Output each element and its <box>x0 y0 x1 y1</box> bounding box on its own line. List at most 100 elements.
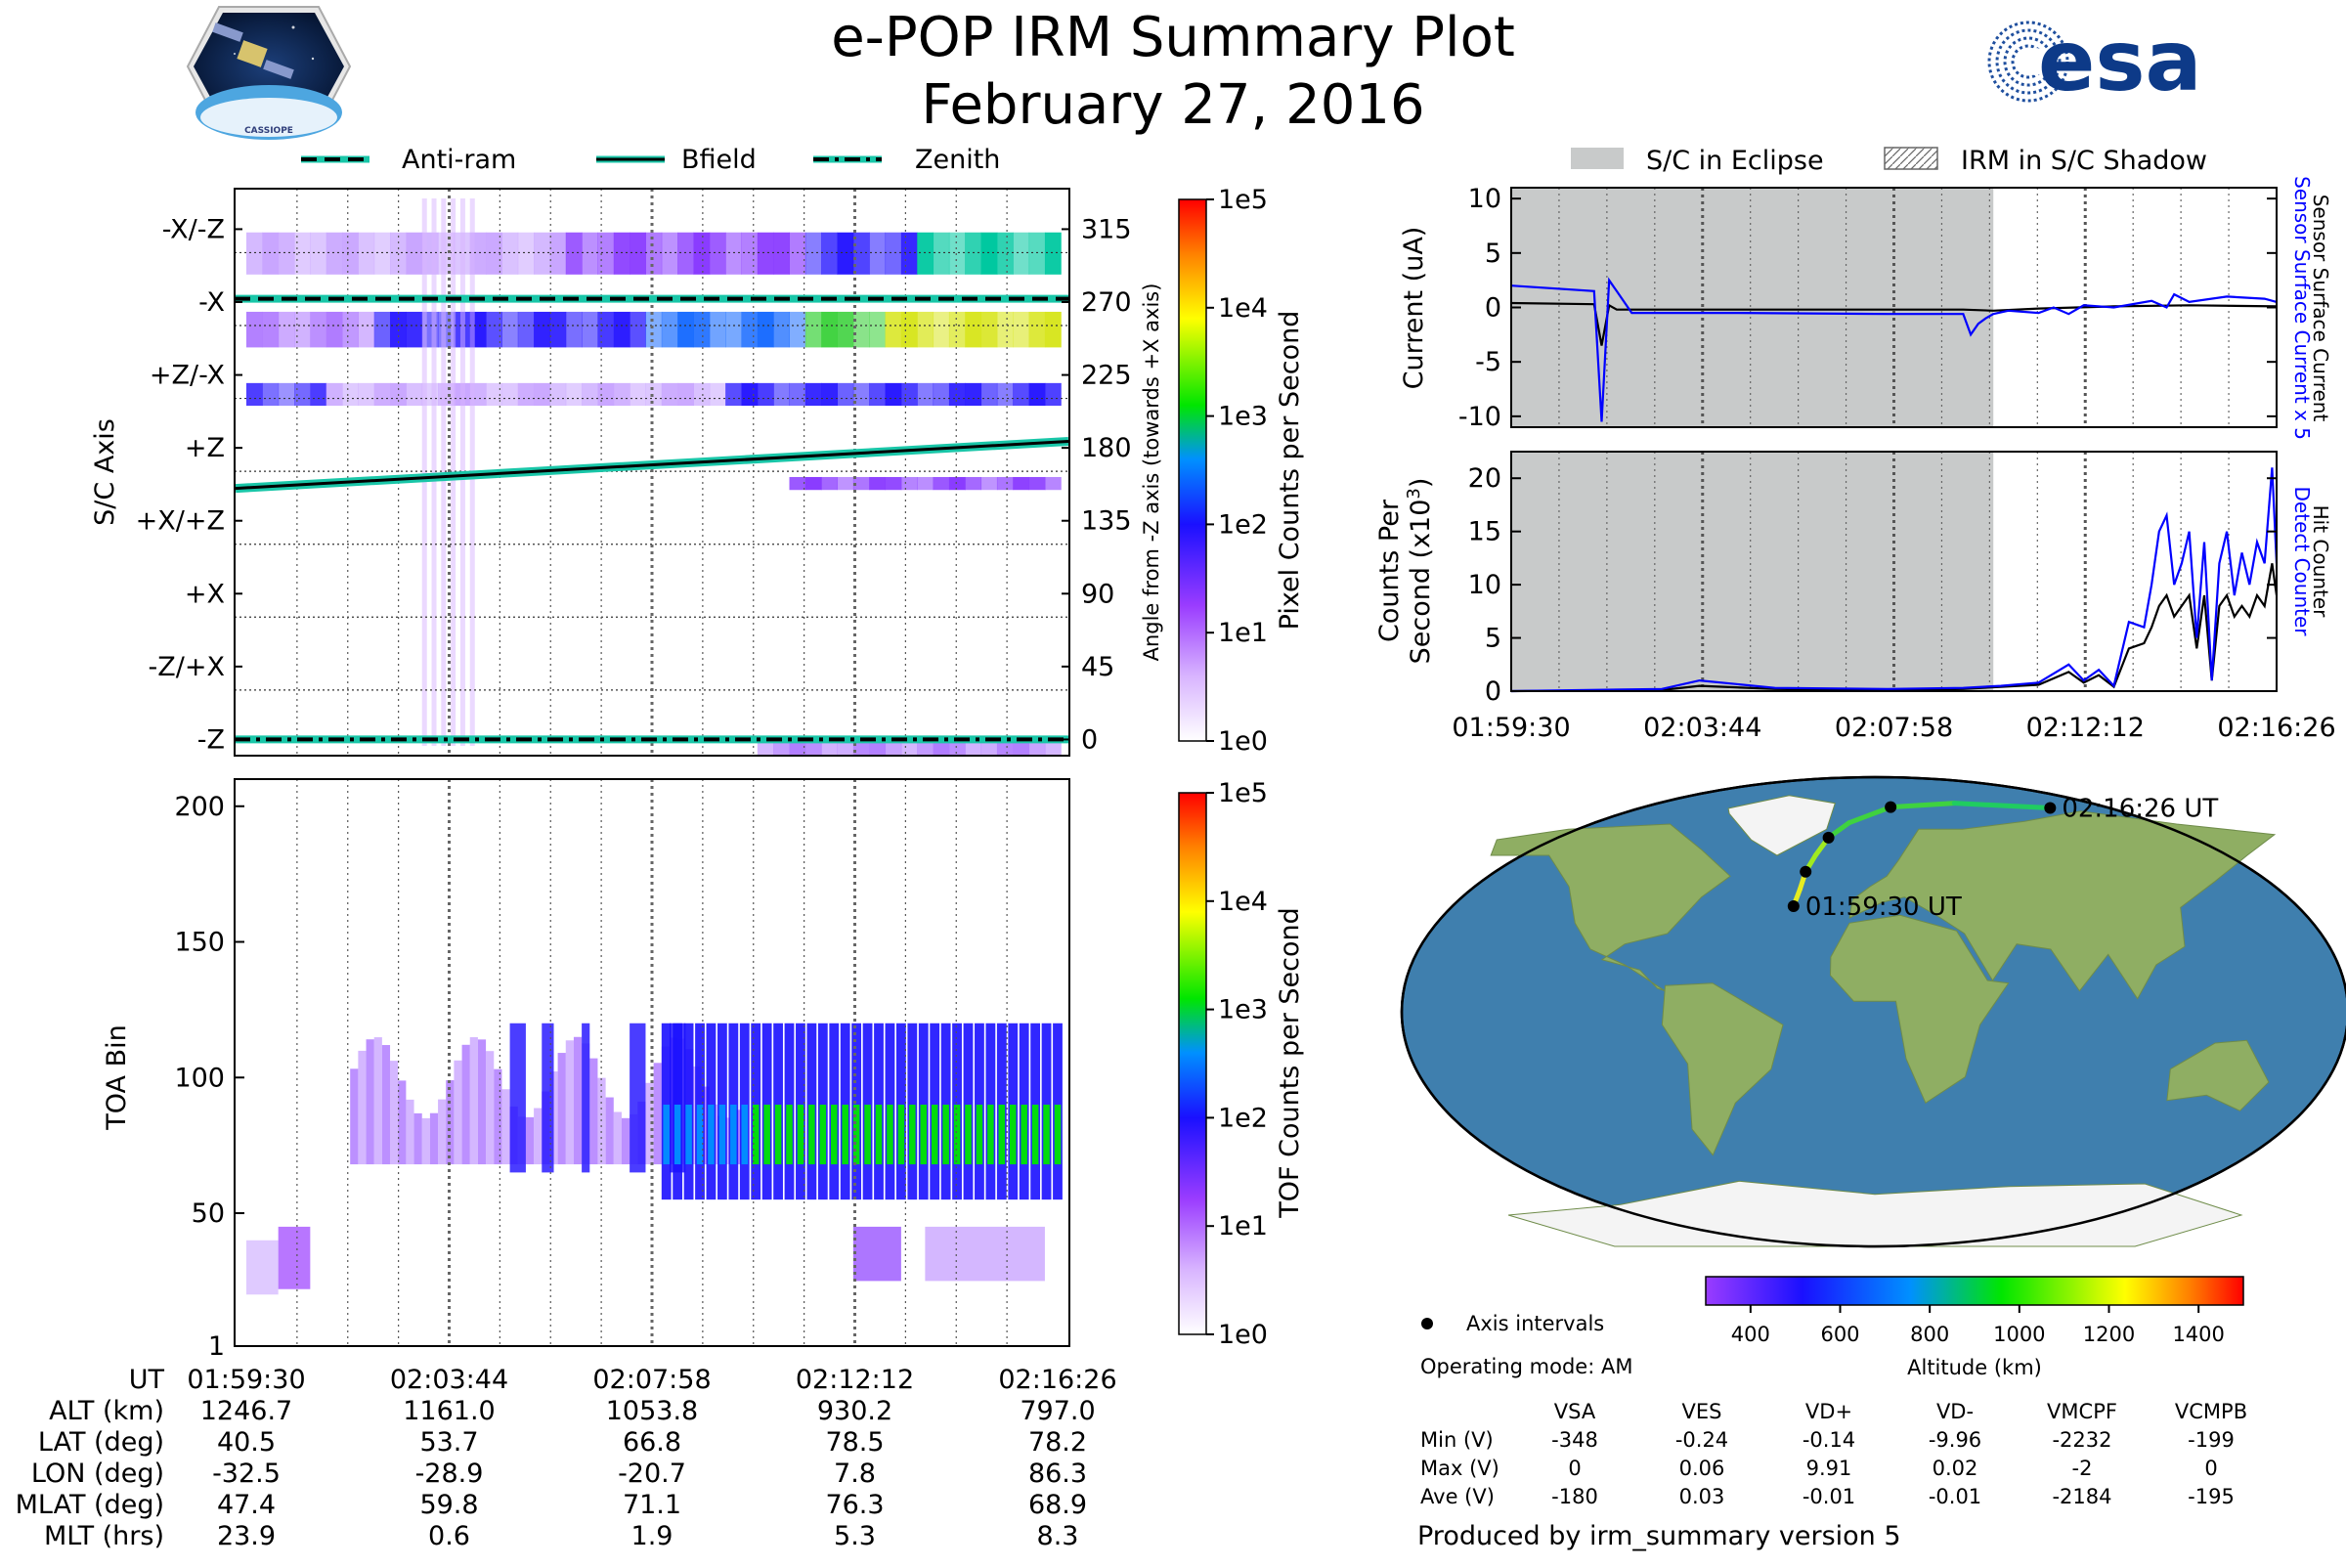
sc-intensity-cell <box>917 476 934 491</box>
sc-intensity-cell <box>900 742 918 756</box>
voltage-row-label: Max (V) <box>1420 1457 1499 1480</box>
toa-intensity-cell <box>429 1112 439 1165</box>
sc-intensity-cell <box>294 382 311 407</box>
y-tick-label: 15 <box>1468 517 1501 547</box>
info-cell: 59.8 <box>419 1490 478 1520</box>
sc-burst-cell <box>441 198 447 746</box>
toa-intensity-cell <box>842 1105 848 1165</box>
angle-legend: Anti-ram Bfield Zenith <box>301 145 1000 175</box>
current-right-label-1: Sensor Surface Current x 5 <box>2290 176 2314 440</box>
sc-intensity-cell <box>549 382 567 407</box>
sc-intensity-cell <box>933 232 950 275</box>
sc-intensity-cell <box>948 232 966 275</box>
blue-series-line <box>1510 467 2279 693</box>
x-tick-label: 01:59:30 <box>1452 713 1570 743</box>
sc-angle-tick-label: 0 <box>1081 724 1098 755</box>
toa-grid <box>296 779 1008 1346</box>
counts-grid <box>1558 452 2230 691</box>
sc-intensity-cell <box>789 232 806 275</box>
eclipse-legend-label: S/C in Eclipse <box>1646 146 1824 176</box>
sc-intensity-cell <box>965 476 982 491</box>
toa-intensity-cell <box>685 1105 692 1165</box>
info-cell: 02:16:26 <box>998 1365 1116 1395</box>
current-panel: 10 5 0 -5 -10 Current (uA) Sensor Surface Cu… <box>1399 176 2332 440</box>
info-cell: -32.5 <box>212 1459 281 1489</box>
sc-intensity-cell <box>741 232 759 275</box>
sc-intensity-cell <box>326 311 343 348</box>
y-tick-label: 5 <box>1485 624 1501 654</box>
info-cell: 86.3 <box>1028 1459 1087 1489</box>
sc-intensity-cell <box>852 742 870 756</box>
altitude-ticks: 400 600 800 1000 1200 1400 <box>1731 1305 2225 1346</box>
voltage-cell: 0 <box>2204 1457 2217 1480</box>
sc-intensity-cell <box>1028 742 1046 756</box>
current-right-label-2: Sensor Surface Current <box>2309 195 2332 422</box>
sc-axis-ylabel: S/C Axis <box>90 418 120 526</box>
toa-intensity-cell <box>852 1226 901 1282</box>
axis-intervals-label: Axis intervals <box>1466 1312 1604 1335</box>
altitude-tick-label: 1200 <box>2083 1323 2135 1346</box>
sc-intensity-cell <box>789 742 806 756</box>
toa-tick-label: 1 <box>208 1331 225 1362</box>
info-cell: 5.3 <box>834 1521 876 1551</box>
colorbar-tick-label: 1e1 <box>1218 1211 1268 1241</box>
sc-intensity-cell <box>757 311 774 348</box>
sc-intensity-cell <box>661 382 678 407</box>
sc-intensity-cell <box>342 232 359 275</box>
sc-axis-tick-label: -X <box>198 287 225 318</box>
toa-intensity-cell <box>582 1023 590 1173</box>
sc-intensity-cell <box>645 232 663 275</box>
cassiope-logo: CASSIOPE <box>186 6 352 140</box>
info-cell: 02:12:12 <box>796 1365 914 1395</box>
toa-intensity-cell <box>696 1105 704 1165</box>
info-row-label: LON (deg) <box>31 1459 164 1489</box>
colorbar-tick-label: 1e0 <box>1218 726 1268 757</box>
sc-angle-tick-label: 90 <box>1081 579 1114 609</box>
sc-intensity-cell <box>597 232 615 275</box>
sc-axis-tick-label: -Z <box>197 724 225 755</box>
info-cell: 71.1 <box>623 1490 681 1520</box>
sc-intensity-cell <box>326 382 343 407</box>
sc-intensity-cell <box>933 742 950 756</box>
toa-intensity-cell <box>718 1105 726 1165</box>
sc-intensity-cell <box>725 382 742 407</box>
voltage-cell: -0.24 <box>1675 1428 1728 1452</box>
voltage-col-header: VES <box>1682 1400 1722 1423</box>
toa-intensity <box>246 1023 1063 1295</box>
info-cell: -20.7 <box>618 1459 686 1489</box>
toa-intensity-cell <box>830 1105 838 1165</box>
sc-intensity-cell <box>789 476 806 491</box>
sc-intensity-cell <box>373 382 391 407</box>
sc-intensity-cell <box>725 311 742 348</box>
sc-intensity-cell <box>517 311 535 348</box>
track-interval-point <box>1822 831 1835 844</box>
sc-intensity-cell <box>358 311 375 348</box>
sc-intensity-cell <box>900 232 918 275</box>
toa-intensity-cell <box>645 1082 654 1165</box>
sc-intensity-cell <box>837 476 854 491</box>
sc-intensity-cell <box>869 476 887 491</box>
pixel-colorbar-ticks: 1e5 1e4 1e3 1e2 1e1 1e0 <box>1206 185 1268 757</box>
toa-intensity-cell <box>589 1058 598 1165</box>
voltage-cell: -2232 <box>2052 1428 2111 1452</box>
sc-intensity-cell <box>757 742 774 756</box>
toa-intensity-cell <box>931 1105 938 1165</box>
esa-logo-text: esa <box>2038 13 2202 110</box>
info-row-label: MLAT (deg) <box>16 1490 164 1520</box>
info-cell: 0.6 <box>428 1521 470 1551</box>
eclipse-legend-swatch <box>1571 148 1624 169</box>
esa-logo: esa <box>1987 13 2202 110</box>
voltage-col-header: VCMPB <box>2175 1400 2247 1423</box>
toa-intensity-cell <box>1043 1105 1050 1165</box>
sc-intensity-cell <box>1028 382 1046 407</box>
sc-intensity-cell <box>613 311 630 348</box>
info-row-label: ALT (km) <box>49 1396 164 1426</box>
toa-intensity-cell <box>942 1105 949 1165</box>
sc-intensity-cell <box>565 382 583 407</box>
sc-intensity-cell <box>486 232 502 275</box>
tof-counts-colorbar: 1e5 1e4 1e3 1e2 1e1 1e0 TOF Counts per Second <box>1178 778 1305 1350</box>
toa-intensity-cell <box>1054 1105 1062 1165</box>
sc-intensity-cell <box>1044 382 1062 407</box>
sc-axis-tick-label: +Z <box>185 433 225 463</box>
sc-intensity-cell <box>996 382 1014 407</box>
